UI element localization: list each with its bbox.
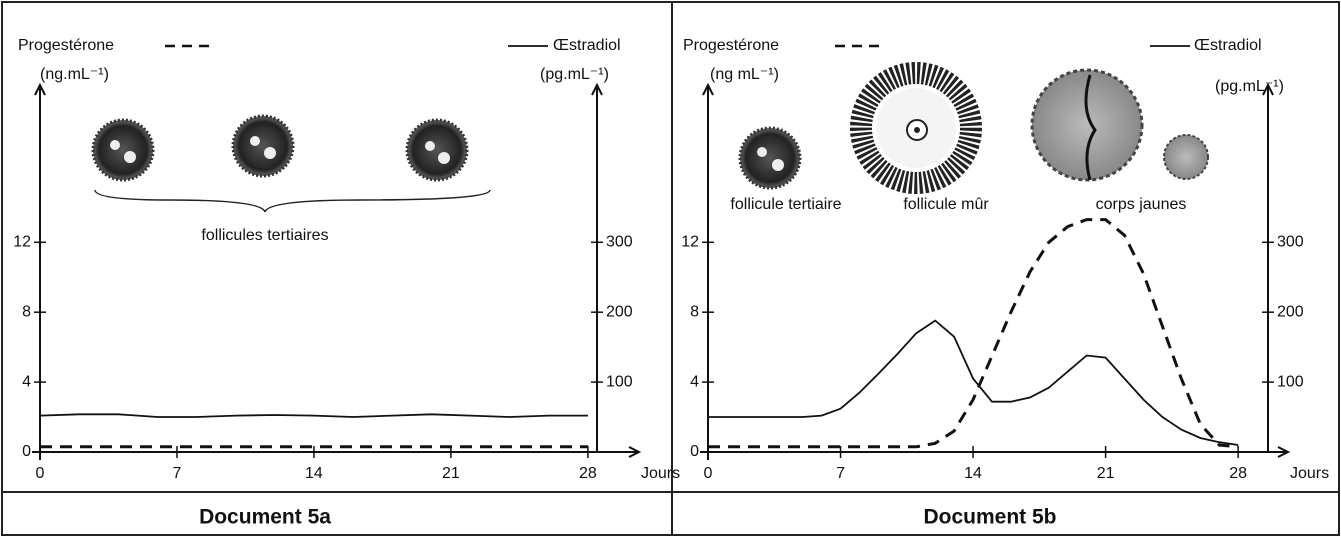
y2-tick-label: 200 xyxy=(606,303,633,320)
y-axis xyxy=(703,85,713,460)
y2-tick-label: 300 xyxy=(606,234,633,251)
x-tick-label: 28 xyxy=(579,465,597,482)
annotation: follicules tertiaires xyxy=(201,227,328,244)
y2-axis xyxy=(1263,85,1273,452)
y-axis-unit: (ng mL⁻¹) xyxy=(710,66,779,83)
x-tick-label: 0 xyxy=(704,465,713,482)
y-tick-label: 0 xyxy=(22,443,31,460)
x-axis-label: Jours xyxy=(1290,465,1329,482)
legend-label: Progestérone xyxy=(18,37,114,54)
legend-label: Œstradiol xyxy=(553,37,621,54)
page: 0 4 8 12 100 200 300 0 7 14 21 28 Jours Progestérone Œ… xyxy=(0,0,1341,537)
x-tick-label: 14 xyxy=(964,465,982,482)
x-tick-label: 7 xyxy=(836,465,845,482)
x-tick-label: 14 xyxy=(305,465,323,482)
y2-tick-label: 100 xyxy=(606,373,633,390)
chart-title: Document 5b xyxy=(923,506,1056,529)
y-tick-label: 4 xyxy=(690,373,699,390)
data-line xyxy=(708,321,1238,445)
y2-tick-label: 300 xyxy=(1277,234,1304,251)
legend-label: Progestérone xyxy=(683,37,779,54)
y-tick-label: 8 xyxy=(690,303,699,320)
y-tick-label: 12 xyxy=(681,234,699,251)
y2-axis-unit: (pg.mL⁻¹) xyxy=(540,66,609,83)
y2-axis xyxy=(592,85,602,452)
illustration xyxy=(740,70,1208,188)
y2-tick-label: 100 xyxy=(1277,373,1304,390)
y-tick-label: 12 xyxy=(13,234,31,251)
x-axis-label: Jours xyxy=(641,465,680,482)
y2-tick-label: 200 xyxy=(1277,303,1304,320)
annotation: corps jaunes xyxy=(1096,196,1187,213)
x-tick-label: 21 xyxy=(1097,465,1115,482)
x-tick-label: 0 xyxy=(36,465,45,482)
x-tick-label: 28 xyxy=(1229,465,1247,482)
x-axis xyxy=(32,447,639,457)
x-tick-label: 21 xyxy=(442,465,460,482)
x-tick-label: 7 xyxy=(173,465,182,482)
y-axis-unit: (ng.mL⁻¹) xyxy=(40,66,109,83)
chart-title: Document 5a xyxy=(199,506,331,529)
annotation: follicule mûr xyxy=(903,196,989,213)
data-line xyxy=(40,414,588,417)
y-tick-label: 0 xyxy=(690,443,699,460)
annotation: follicule tertiaire xyxy=(730,196,841,213)
y-tick-label: 4 xyxy=(22,373,31,390)
x-axis xyxy=(700,447,1288,457)
y2-axis-unit: (pg.mL⁻¹) xyxy=(1215,78,1284,95)
legend-label: Œstradiol xyxy=(1194,37,1262,54)
frame xyxy=(2,2,1339,535)
y-axis xyxy=(35,85,45,460)
y-tick-label: 8 xyxy=(22,303,31,320)
illustration xyxy=(93,116,490,212)
